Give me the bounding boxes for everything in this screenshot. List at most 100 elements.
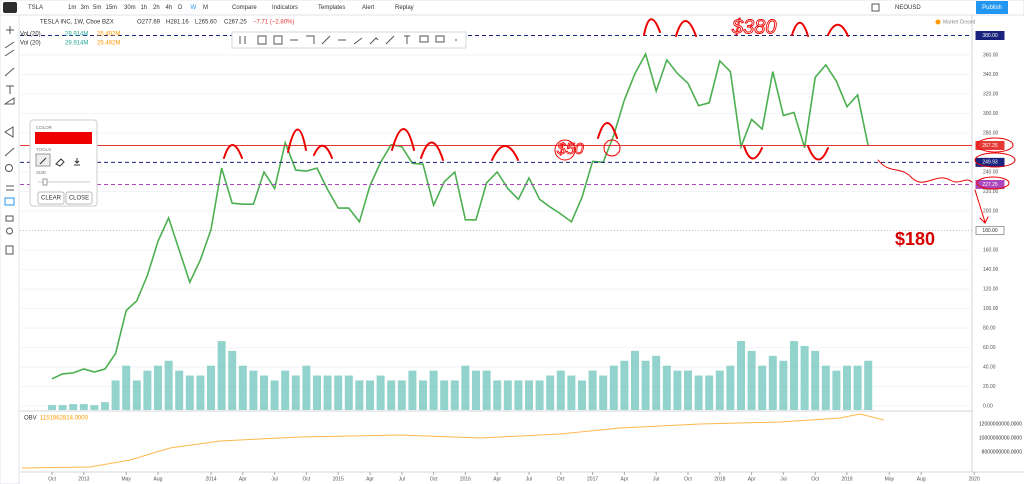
y-tick-label: 60.00 (983, 345, 996, 351)
x-tick-label: Oct (48, 476, 56, 482)
interval[interactable]: 3m (81, 5, 89, 11)
volume-bar (408, 370, 417, 410)
avatar[interactable] (3, 2, 17, 13)
checkbox[interactable] (871, 3, 880, 12)
crosshair-tool[interactable] (6, 26, 14, 34)
x-tick-label: Jul (653, 476, 659, 482)
alert[interactable]: Alert (362, 5, 375, 11)
level-label: 380.00 (982, 33, 998, 39)
x-tick-label: Apr (239, 476, 247, 482)
publish-label[interactable]: Publish (982, 5, 1002, 11)
volume-bar (249, 370, 258, 410)
circle-mark (603, 139, 621, 157)
volume-bar (419, 380, 427, 410)
vol-ma: 25.492M (97, 32, 120, 38)
symbol[interactable]: TSLA (28, 5, 43, 11)
interval[interactable]: W (191, 5, 197, 11)
visibility-tool[interactable] (6, 227, 13, 235)
y-tick-label: 120.00 (983, 286, 999, 292)
volume-bar (185, 375, 194, 410)
volume-bar (196, 375, 205, 410)
volume-bar (758, 365, 767, 410)
level-label-bg (975, 140, 1005, 150)
obv-label: OBV (24, 416, 37, 422)
circle-mark (554, 139, 576, 161)
drawing-icons[interactable] (239, 35, 457, 45)
volume-bar (461, 365, 470, 410)
volume-bar (546, 375, 555, 410)
y-tick-label: 80.00 (983, 325, 996, 331)
clear-button[interactable] (37, 191, 65, 205)
y-tick-label: 40.00 (983, 364, 996, 370)
volume-bar (313, 375, 321, 410)
pen-tool[interactable] (35, 153, 51, 167)
lock-tool[interactable] (5, 215, 14, 222)
volume-bar (567, 375, 576, 410)
volume-bar (450, 380, 459, 410)
color-swatch[interactable] (35, 132, 92, 144)
pair[interactable]: NEOUSD (895, 5, 921, 11)
volume-bar (843, 365, 851, 410)
draw-mode[interactable] (4, 197, 15, 206)
prediction-tool[interactable] (4, 126, 14, 138)
trash-tool[interactable] (5, 245, 14, 255)
templates[interactable]: Templates (318, 5, 345, 11)
legend-name: TESLA INC, 1W, Cboe BZX (40, 20, 114, 26)
volume-bar (270, 380, 279, 410)
brush-tool[interactable] (4, 67, 15, 77)
obv-tick: 8000000000.0000 (982, 449, 1023, 455)
close-label[interactable]: CLOSE (69, 196, 89, 202)
legend: TESLA INC, 1W, Cboe BZX O277.69 H281.16 … (20, 19, 975, 46)
x-tick-label: Oct (557, 476, 565, 482)
line-tool[interactable] (4, 41, 15, 57)
interval[interactable]: M (203, 5, 208, 11)
drawing-toolbar-bg (231, 31, 467, 49)
top-toolbar: TSLA 1m 3m 5m 15m 30m 1h 2h 4h D W M Compare Indic… (0, 0, 1024, 16)
x-tick-label: Jul (399, 476, 405, 482)
interval[interactable]: 5m (93, 5, 101, 11)
magnet-tool[interactable] (6, 185, 14, 191)
indicators[interactable]: Indicators (272, 5, 298, 11)
interval[interactable]: 4h (166, 5, 173, 11)
volume-bar (811, 350, 820, 410)
volume-bar (228, 350, 237, 410)
compare[interactable]: Compare (232, 5, 257, 11)
slider-handle[interactable] (42, 178, 48, 186)
volume-bar (631, 350, 639, 410)
color-panel: COLOR TOOLS SIZE CLEAR CLOSE (29, 119, 98, 207)
interval[interactable]: 1m (68, 5, 76, 11)
text-tool[interactable] (6, 85, 14, 94)
size-heading: SIZE (36, 170, 46, 175)
interval[interactable]: D (178, 5, 183, 11)
interval[interactable]: 15m (106, 5, 118, 11)
volume-bar (503, 380, 512, 410)
sidebar-bg (0, 14, 20, 484)
interval[interactable]: 1h (141, 5, 148, 11)
interval[interactable]: 30m (124, 5, 136, 11)
volume-bar (440, 380, 449, 410)
volume-bar (101, 402, 109, 410)
clear-label[interactable]: CLEAR (41, 196, 62, 202)
zoom-tool[interactable] (5, 164, 13, 172)
close-button[interactable] (65, 191, 93, 205)
replay[interactable]: Replay (395, 5, 414, 11)
volume-bar (790, 341, 798, 410)
volume-bar (684, 370, 692, 410)
volume-bar (694, 375, 703, 410)
pattern-tool[interactable] (3, 97, 15, 105)
x-tick-label: 2020 (969, 476, 980, 482)
y-tick-label: 100.00 (983, 306, 999, 312)
volume-bar (397, 380, 406, 410)
drawing-toolbar (231, 31, 467, 49)
x-tick-label: 2013 (78, 476, 89, 482)
volume-bar (472, 370, 480, 410)
y-tick-label: 0.00 (983, 403, 993, 409)
interval[interactable]: 2h (153, 5, 160, 11)
y-tick-label: 200.00 (983, 208, 999, 214)
x-tick-label: 2019 (841, 476, 852, 482)
publish-button[interactable] (976, 1, 1008, 14)
tool-icons[interactable] (39, 157, 80, 167)
measure-tool[interactable] (4, 147, 15, 157)
x-tick-label: Oct (684, 476, 692, 482)
volume-bar (58, 405, 67, 410)
